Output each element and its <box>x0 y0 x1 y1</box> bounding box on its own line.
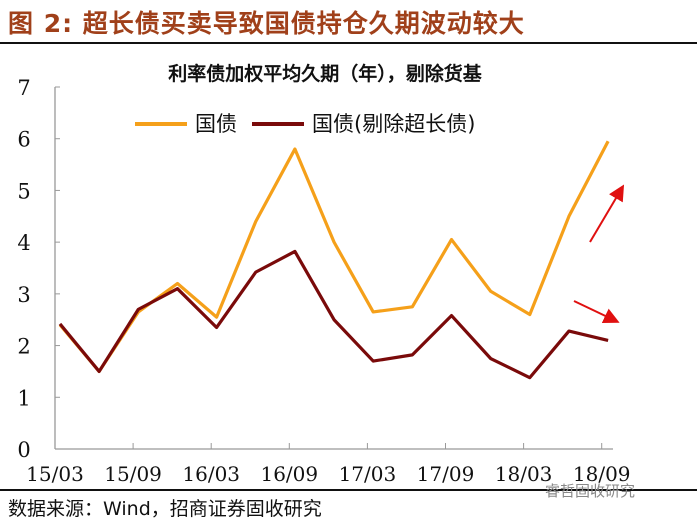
y-tick-label: 0 <box>17 438 30 462</box>
watermark: 睿哲固收研究 <box>545 482 636 500</box>
legend-label: 国债(剔除超长债) <box>312 112 475 136</box>
x-tick-label: 15/03 <box>26 462 84 486</box>
arrow-up-annotation <box>589 184 625 243</box>
y-tick-label: 3 <box>17 283 30 307</box>
x-tick-label: 16/03 <box>182 462 240 486</box>
series-line-0 <box>58 140 610 374</box>
source-note: 数据来源：Wind，招商证券固收研究 <box>8 498 322 520</box>
chart-title: 利率债加权平均久期（年），剔除货基 <box>168 62 483 85</box>
y-tick-label: 2 <box>17 335 30 359</box>
top-rule <box>0 42 697 44</box>
y-tick-label: 6 <box>17 128 30 152</box>
y-tick-label: 7 <box>17 76 30 100</box>
arrow-down-annotation <box>573 300 620 324</box>
bottom-rule <box>0 489 697 491</box>
x-tick-label: 16/09 <box>260 462 318 486</box>
x-tick-label: 18/09 <box>573 462 631 486</box>
x-tick-label: 17/03 <box>339 462 397 486</box>
series-line-1 <box>58 249 609 380</box>
y-tick-label: 1 <box>17 386 30 410</box>
legend-label: 国债 <box>195 112 237 136</box>
x-tick-label: 18/03 <box>495 462 553 486</box>
y-tick-label: 5 <box>17 179 30 203</box>
x-tick-label: 17/09 <box>417 462 475 486</box>
y-tick-label: 4 <box>17 231 30 255</box>
figure-title: 图 2: 超长债买卖导致国债持仓久期波动较大 <box>8 9 525 38</box>
x-tick-label: 15/09 <box>104 462 162 486</box>
